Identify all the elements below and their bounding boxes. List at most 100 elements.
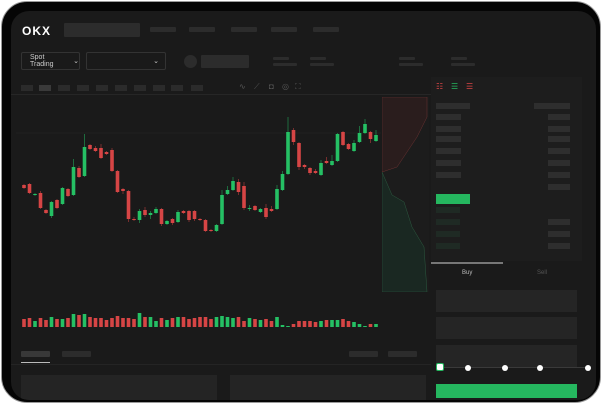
candle <box>236 182 241 192</box>
order-book-cell <box>548 126 570 132</box>
orderbook-bids-icon[interactable]: ☰ <box>451 82 459 91</box>
nav-item[interactable] <box>150 27 176 32</box>
timeframe-button[interactable] <box>171 85 183 91</box>
slider-stop[interactable] <box>502 365 508 371</box>
slider-handle[interactable] <box>436 363 444 371</box>
candle <box>121 189 125 191</box>
nav-item[interactable] <box>271 27 297 32</box>
candlestick-chart[interactable] <box>11 11 431 341</box>
slider-track[interactable] <box>439 367 589 368</box>
candle <box>352 143 356 151</box>
order-book-cell <box>548 148 570 154</box>
volume-bar <box>154 321 158 327</box>
price-input[interactable] <box>436 290 577 312</box>
candle <box>275 189 279 209</box>
candle <box>346 144 351 149</box>
slider-stop[interactable] <box>537 365 543 371</box>
nav-item[interactable] <box>231 27 257 32</box>
timeframe-button[interactable] <box>115 85 127 91</box>
tab-open-orders[interactable] <box>21 351 50 357</box>
candle <box>82 147 87 176</box>
stat-value <box>273 63 297 66</box>
depth-bids <box>381 171 428 293</box>
candle <box>368 132 373 139</box>
chevron-down-icon: ⌄ <box>153 58 159 65</box>
volume-bar <box>121 318 125 327</box>
timeframe-button[interactable] <box>96 85 108 91</box>
candle <box>93 148 98 151</box>
timeframe-button[interactable] <box>21 85 33 91</box>
buy-button[interactable] <box>436 384 577 398</box>
candle <box>286 132 290 174</box>
order-book-cell <box>548 136 570 142</box>
volume-bar <box>308 321 312 327</box>
nav-item[interactable] <box>313 27 339 32</box>
nav-placeholder[interactable] <box>64 23 140 37</box>
candle <box>253 206 257 210</box>
volume-bar <box>132 319 136 327</box>
candle <box>126 191 131 219</box>
candle <box>203 220 208 231</box>
slider-stop[interactable] <box>465 365 471 371</box>
candle <box>214 225 219 231</box>
pair-selector[interactable]: ⌄ <box>86 52 166 70</box>
indicator-icon[interactable]: ∿ <box>239 82 246 91</box>
nav-item[interactable] <box>189 27 215 32</box>
candle <box>22 185 26 188</box>
volume-bar <box>77 315 81 327</box>
settings-icon[interactable]: ◎ <box>282 82 289 91</box>
candle <box>324 161 329 163</box>
total-input[interactable] <box>436 345 577 367</box>
timeframe-button[interactable] <box>191 85 203 91</box>
timeframe-button[interactable] <box>153 85 165 91</box>
filter-button[interactable] <box>349 351 378 357</box>
volume-bar <box>214 317 219 327</box>
ruler-icon[interactable]: ⟋ <box>254 82 260 91</box>
camera-icon[interactable]: ◘ <box>269 82 274 91</box>
volume-bar <box>247 318 252 327</box>
volume-bar <box>159 318 164 327</box>
candle <box>220 195 224 224</box>
order-book-cell <box>436 219 460 225</box>
okx-logo: OKX <box>22 24 52 38</box>
depth-asks <box>381 96 428 173</box>
volume-bar <box>302 321 307 327</box>
volume-bar <box>330 320 334 327</box>
timeframe-button[interactable] <box>39 85 51 91</box>
timeframe-button[interactable] <box>134 85 146 91</box>
order-book-cell <box>436 148 461 154</box>
stat-label <box>451 57 467 60</box>
volume-bar <box>44 320 48 327</box>
slider-stop[interactable] <box>585 365 591 371</box>
volume-bar <box>275 317 279 327</box>
volume-bar <box>374 324 378 327</box>
timeframe-button[interactable] <box>58 85 70 91</box>
candle <box>291 130 296 142</box>
market-selector[interactable]: Spot Trading ⌄ <box>21 52 80 70</box>
volume-bar <box>209 319 213 327</box>
coin-icon <box>184 55 197 68</box>
market-selector-label: Spot Trading <box>30 54 54 68</box>
tab-history[interactable] <box>62 351 91 357</box>
orderbook-both-icon[interactable]: ☷ <box>436 82 444 91</box>
volume-bar <box>297 321 301 327</box>
candle <box>176 212 180 222</box>
buy-tab[interactable]: Buy <box>462 270 473 276</box>
volume-bar <box>148 317 153 327</box>
candle <box>319 163 323 175</box>
price-placeholder <box>201 55 249 68</box>
amount-input[interactable] <box>436 317 577 339</box>
filter-button[interactable] <box>388 351 417 357</box>
volume-bar <box>38 318 43 327</box>
volume-bar <box>280 325 285 327</box>
candle <box>88 145 92 149</box>
divider <box>11 364 431 365</box>
candle <box>132 219 136 220</box>
fullscreen-icon[interactable]: ⛶ <box>295 82 301 91</box>
sell-tab[interactable]: Sell <box>537 270 548 276</box>
timeframe-button[interactable] <box>77 85 89 91</box>
order-book-cell <box>548 160 570 166</box>
volume-bar <box>126 318 131 327</box>
orderbook-asks-icon[interactable]: ☰ <box>466 82 474 91</box>
candle <box>159 209 164 224</box>
